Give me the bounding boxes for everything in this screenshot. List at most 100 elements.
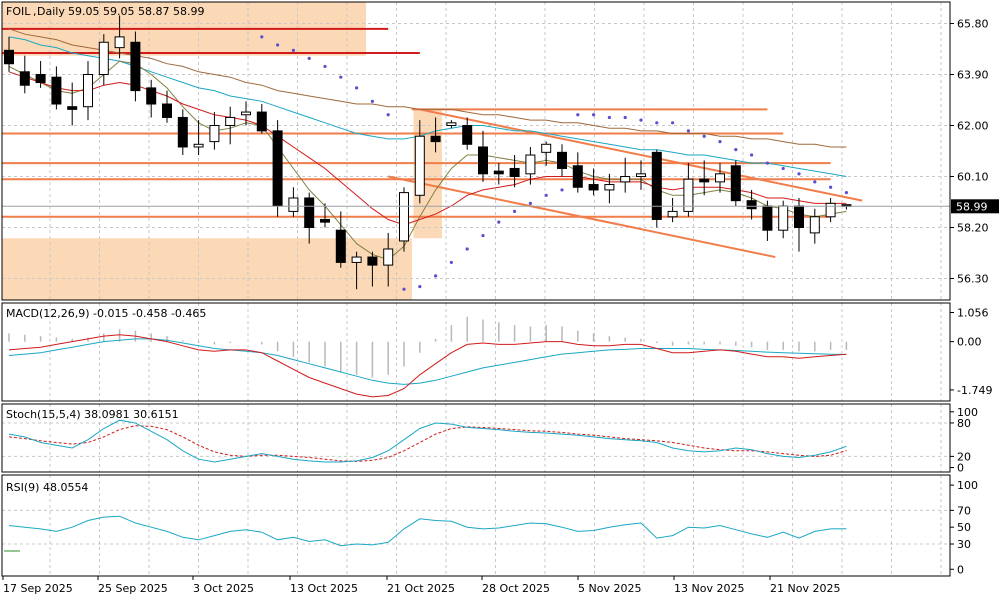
rsi-label: RSI(9) 48.0554 xyxy=(6,481,88,494)
candle-body xyxy=(304,197,315,229)
rsi-panel-frame xyxy=(1,474,951,577)
rsi-tick-label: 50 xyxy=(957,521,971,534)
candle-body xyxy=(478,146,488,175)
sar-dot xyxy=(797,172,801,176)
candle-body xyxy=(651,151,662,220)
trend-channel[interactable] xyxy=(387,108,863,259)
rsi-tick-label: 100 xyxy=(957,479,978,492)
candle-body xyxy=(430,135,441,143)
timeframe-label: Daily xyxy=(37,5,65,18)
sar-dot xyxy=(844,191,849,195)
candle-body xyxy=(177,116,188,148)
rsi-tick-label: 30 xyxy=(957,538,971,551)
time-tick-label: 25 Sep 2025 xyxy=(98,582,168,595)
sar-dot xyxy=(639,118,643,122)
candle-body xyxy=(367,256,378,266)
time-tick-label: 3 Oct 2025 xyxy=(193,582,254,595)
stoch-d-line xyxy=(8,425,847,462)
candle-body xyxy=(557,151,567,169)
macd-panel-frame xyxy=(1,302,951,402)
candle-body xyxy=(256,111,267,132)
price-tick-label: 63.90 xyxy=(957,68,989,81)
candle-body xyxy=(351,256,362,263)
time-tick-label: 5 Nov 2025 xyxy=(578,582,641,595)
stoch-tick-label: 20 xyxy=(957,450,971,463)
sar-dot xyxy=(671,121,675,125)
sar-dot xyxy=(307,56,311,60)
candle-body xyxy=(604,184,615,191)
candle-body xyxy=(667,210,678,218)
candle-body xyxy=(825,202,836,218)
price-panel[interactable]: FOIL , Daily 59.05 59.05 58.87 58.99 65.… xyxy=(1,1,999,301)
rsi-axis: 100 70 50 30 0 xyxy=(950,479,978,576)
macd-label: MACD(12,26,9) -0.015 -0.458 -0.465 xyxy=(6,307,206,320)
candlesticks xyxy=(4,15,852,290)
candle-body xyxy=(509,167,520,178)
symbol-header: FOIL xyxy=(6,5,31,18)
macd-main-line xyxy=(8,334,847,398)
sar-dot xyxy=(829,185,833,189)
sar-dot xyxy=(750,153,754,157)
trend-line xyxy=(387,175,776,259)
candle-body xyxy=(809,216,820,234)
sar-dot xyxy=(576,113,580,117)
macd-lines xyxy=(8,334,847,398)
rsi-panel[interactable]: RSI(9) 48.0554 100 70 50 30 0 xyxy=(1,474,978,577)
candle-body xyxy=(636,173,646,178)
candle-body xyxy=(19,71,30,86)
time-tick-label: 21 Nov 2025 xyxy=(770,582,840,595)
candle-body xyxy=(730,165,741,202)
candle-body xyxy=(493,170,504,175)
candle-body xyxy=(162,103,172,118)
ma-cyan-line xyxy=(8,36,847,177)
price-axis: 65.80 63.90 62.00 60.10 58.20 56.30 xyxy=(950,17,989,286)
sar-dot xyxy=(765,161,770,165)
stoch-label: Stoch(15,5,4) 38.0981 30.6151 xyxy=(6,408,179,421)
sar-dot xyxy=(718,140,722,144)
sar-dot xyxy=(734,148,738,152)
sar-dot xyxy=(449,260,453,265)
candle-body xyxy=(414,135,425,196)
candle-body xyxy=(778,205,789,231)
sar-dot xyxy=(686,129,691,133)
candle-body xyxy=(225,116,236,126)
time-tick-label: 17 Sep 2025 xyxy=(3,582,73,595)
highlight-zone xyxy=(2,238,412,300)
candle-body xyxy=(462,124,473,145)
stoch-lines xyxy=(2,419,950,463)
price-tick-label: 62.00 xyxy=(957,119,989,132)
candle-body xyxy=(572,165,583,188)
sar-dot xyxy=(560,188,564,192)
sar-dot xyxy=(339,75,343,79)
candle-body xyxy=(715,173,725,183)
stoch-tick-label: 80 xyxy=(957,417,971,430)
candle-body xyxy=(114,36,125,49)
candle-body xyxy=(683,178,694,212)
ma-brown-line xyxy=(8,28,847,148)
candle-body xyxy=(335,229,346,263)
sar-dot xyxy=(528,201,533,205)
sar-dot xyxy=(465,247,469,251)
candle-body xyxy=(35,73,46,84)
macd-tick-label: -1.749 xyxy=(957,384,992,397)
candle-body xyxy=(699,178,710,183)
time-tick-label: 13 Nov 2025 xyxy=(674,582,744,595)
macd-panel[interactable]: MACD(12,26,9) -0.015 -0.458 -0.465 1.056… xyxy=(1,302,992,402)
timeframe-comma: , xyxy=(33,5,37,18)
sar-dot xyxy=(655,121,659,125)
ma-olive-line xyxy=(8,60,847,261)
rsi-tick-label: 0 xyxy=(957,563,964,576)
price-tick-label: 65.80 xyxy=(957,17,989,30)
rsi-lines xyxy=(2,509,950,547)
time-axis: 17 Sep 2025 25 Sep 2025 3 Oct 2025 13 Oct 2… xyxy=(2,576,840,595)
sar-dot xyxy=(434,274,438,278)
candle-body xyxy=(399,192,409,242)
sar-dot xyxy=(592,113,596,117)
price-panel-frame xyxy=(1,1,951,301)
candle-body xyxy=(130,41,141,92)
candle-body xyxy=(241,111,251,116)
candle-body xyxy=(193,143,204,148)
